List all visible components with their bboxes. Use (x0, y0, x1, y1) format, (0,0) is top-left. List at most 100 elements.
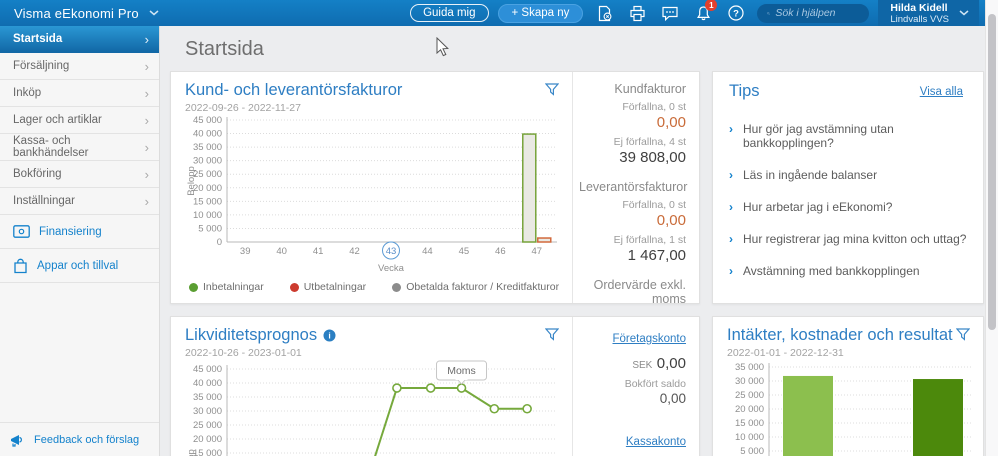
sidebar-item-bokforing[interactable]: Bokföring › (0, 161, 159, 188)
account-block: Kassakonto SEK 0,00 Bokfört saldo 0,00 (579, 432, 686, 456)
sidebar-item-installningar[interactable]: Inställningar › (0, 188, 159, 215)
filter-icon[interactable] (544, 83, 560, 101)
svg-text:Belopp: Belopp (186, 449, 197, 456)
topbar-actions: Guida mig + Skapa ny (410, 0, 985, 26)
card-tips: Tips Visa alla › Hur gör jag avstämning u… (712, 71, 984, 304)
chevron-right-icon: › (729, 168, 733, 182)
account-link-kassakonto[interactable]: Kassakonto (625, 436, 686, 448)
chevron-right-icon: › (144, 139, 149, 155)
chevron-down-icon (149, 10, 159, 16)
scrollbar-thumb[interactable] (988, 14, 996, 330)
stat-value: 0,00 (656, 212, 686, 229)
account-block: Företagskonto SEK 0,00 Bokfört saldo 0,0… (579, 329, 686, 406)
help-icon[interactable]: ? (724, 3, 748, 23)
svg-text:5 000: 5 000 (740, 446, 764, 456)
sidebar: Startsida › Försäljning › Inköp › Lager … (0, 26, 160, 456)
sidebar-item-kassa-och-bankhandelser[interactable]: Kassa- och bankhändelser › (0, 134, 159, 161)
svg-text:0: 0 (217, 237, 222, 248)
chevron-right-icon: › (144, 58, 149, 74)
liquidity-date-range: 2022-10-26 - 2023-01-01 (185, 347, 302, 359)
user-name: Hilda Kidell (890, 1, 948, 14)
banknote-icon (13, 225, 30, 238)
user-menu[interactable]: Hilda Kidell Lindvalls VVS (878, 0, 979, 26)
chat-icon[interactable] (658, 3, 682, 23)
legend-dot (189, 282, 198, 292)
sidebar-item-inkop[interactable]: Inköp › (0, 80, 159, 107)
income-date-range: 2022-01-01 - 2022-12-31 (727, 347, 844, 359)
chevron-right-icon: › (144, 85, 149, 101)
stat-label: Förfallna, 0 st (622, 101, 686, 113)
svg-text:10 000: 10 000 (735, 432, 764, 443)
account-link-foretagskonto[interactable]: Företagskonto (612, 333, 686, 345)
create-new-button[interactable]: + Skapa ny (497, 3, 584, 23)
svg-text:40 000: 40 000 (193, 129, 222, 140)
svg-text:45 000: 45 000 (193, 115, 222, 126)
svg-text:5 000: 5 000 (198, 223, 222, 234)
svg-text:41: 41 (313, 246, 324, 257)
liquidity-line-chart: 45 000 40 000 35 000 30 000 25 000 20 000 15 0… (186, 360, 555, 456)
help-search[interactable] (757, 3, 870, 23)
invoices-card-title: Kund- och leverantörsfakturor (185, 81, 403, 99)
customer-invoices-header: Kundfakturor (614, 82, 686, 96)
svg-text:25 000: 25 000 (735, 390, 764, 401)
sidebar-item-forsaljning[interactable]: Försäljning › (0, 53, 159, 80)
filter-icon[interactable] (544, 328, 560, 346)
guide-button[interactable]: Guida mig (410, 4, 489, 22)
feedback-megaphone-icon (11, 434, 22, 447)
chevron-down-icon (959, 10, 969, 16)
chevron-right-icon: › (144, 31, 149, 47)
svg-text:35 000: 35 000 (735, 362, 764, 373)
svg-text:20 000: 20 000 (735, 404, 764, 415)
notifications-bell-icon[interactable]: 1 (691, 0, 718, 23)
app-switcher-menu[interactable]: Visma eEkonomi Pro (0, 0, 173, 26)
income-card-title: Intäkter, kostnader och resultat (727, 326, 953, 344)
sidebar-link-appar-och-tillval[interactable]: Appar och tillval (0, 249, 159, 283)
tips-card-title: Tips (729, 82, 760, 100)
invoices-stats-panel: Kundfakturor Förfallna, 0 st 0,00 Ej för… (572, 72, 699, 303)
notification-badge: 1 (705, 0, 718, 11)
tip-item[interactable]: › Hur gör jag avstämning utan bankkopplin… (729, 122, 894, 150)
svg-text:44: 44 (422, 246, 433, 257)
svg-text:15 000: 15 000 (193, 196, 222, 207)
filter-icon[interactable] (955, 328, 971, 346)
chevron-right-icon: › (144, 112, 149, 128)
print-icon[interactable] (625, 3, 649, 23)
feedback-button[interactable]: Feedback och förslag (0, 422, 159, 456)
svg-text:Vecka: Vecka (378, 263, 405, 274)
chart-legend: Inbetalningar Utbetalningar Obetalda faktu… (189, 281, 565, 293)
dashboard-grid: Kund- och leverantörsfakturor 2022-09-26… (170, 71, 985, 456)
view-all-link[interactable]: Visa alla (919, 86, 963, 98)
tip-item[interactable]: › Avstämning med bankkopplingen (729, 264, 920, 278)
svg-text:42: 42 (349, 246, 360, 257)
invoices-bar-chart: 0 5 000 10 000 15 000 20 000 25 000 30 000 35 0… (186, 115, 557, 274)
card-liquidity: Likviditetsprognos i 2022-10-26 - 2023-0… (170, 316, 700, 456)
shopping-bag-icon (14, 258, 27, 273)
svg-text:43: 43 (386, 246, 397, 257)
tip-item[interactable]: › Hur registrerar jag mina kvitton och ut… (729, 232, 967, 246)
help-search-input[interactable] (775, 7, 860, 19)
page-title: Startsida (185, 38, 264, 60)
tip-item[interactable]: › Läs in ingående balanser (729, 168, 878, 182)
svg-text:39: 39 (240, 246, 251, 257)
svg-text:25 000: 25 000 (193, 420, 222, 431)
chevron-right-icon: › (729, 264, 733, 278)
liquidity-chart-area: Likviditetsprognos i 2022-10-26 - 2023-0… (171, 317, 572, 456)
stat-label: Ej förfallna, 4 st (613, 136, 686, 148)
svg-text:45 000: 45 000 (193, 364, 222, 375)
tip-item[interactable]: › Hur arbetar jag i eEkonomi? (729, 200, 893, 214)
sidebar-item-startsida[interactable]: Startsida › (0, 26, 159, 53)
card-income: Intäkter, kostnader och resultat 2022-01… (712, 316, 984, 456)
sidebar-link-finansiering[interactable]: Finansiering (0, 215, 159, 249)
svg-text:20 000: 20 000 (193, 434, 222, 445)
info-icon[interactable]: i (323, 329, 336, 342)
svg-text:15 000: 15 000 (193, 448, 222, 456)
sidebar-item-lager-och-artiklar[interactable]: Lager och artiklar › (0, 107, 159, 134)
document-export-icon[interactable] (592, 3, 616, 23)
svg-text:30 000: 30 000 (735, 376, 764, 387)
main-content: Startsida Kund- och leverantörsfakturor … (160, 26, 985, 456)
liquidity-card-title: Likviditetsprognos (185, 326, 318, 344)
svg-text:20 000: 20 000 (193, 183, 222, 194)
svg-text:i: i (328, 331, 330, 341)
stat-label: Förfallna, 0 st (622, 199, 686, 211)
